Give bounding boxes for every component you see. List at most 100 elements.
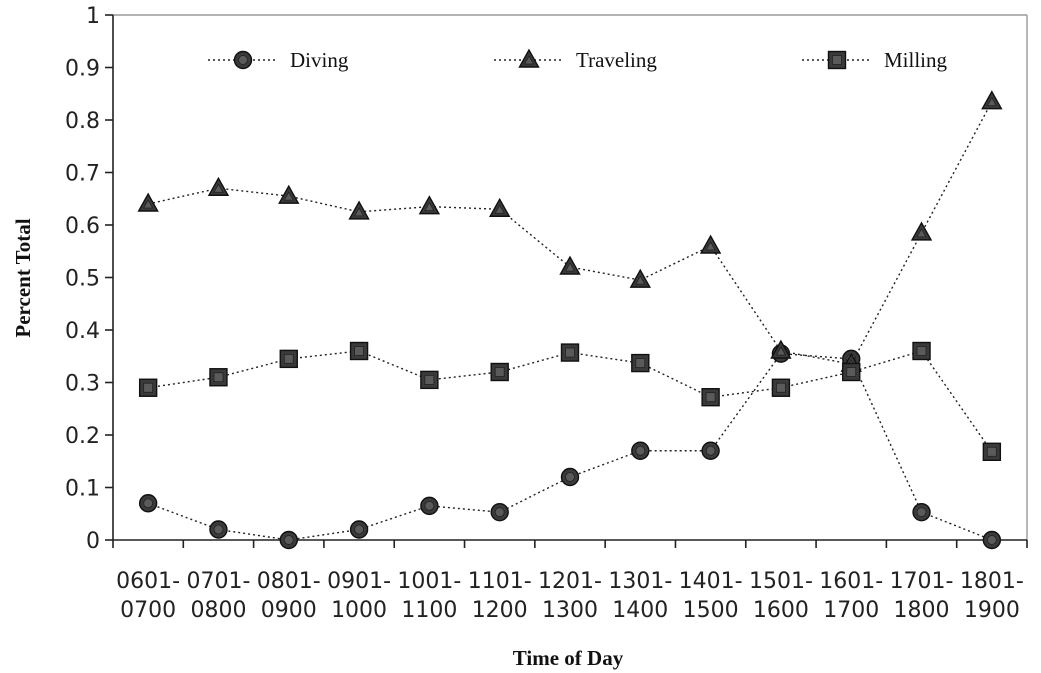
- data-point-milling: [771, 378, 791, 397]
- marker-square-inner: [283, 353, 294, 364]
- series-traveling: [137, 90, 1003, 372]
- marker-circle-inner: [354, 524, 364, 535]
- x-tick-label: 1200: [472, 598, 528, 623]
- marker-circle-inner: [565, 472, 575, 482]
- marker-circle-inner: [635, 445, 646, 456]
- data-point-traveling: [910, 221, 933, 241]
- x-tick-label: 1000: [331, 598, 387, 623]
- data-point-traveling: [770, 339, 792, 359]
- data-point-milling: [842, 362, 861, 382]
- marker-triangle-inner: [424, 201, 435, 212]
- marker-triangle-inner: [494, 204, 505, 214]
- x-tick-label: 1400: [612, 598, 668, 623]
- x-tick-label: 1600: [753, 598, 809, 623]
- legend-marker-traveling: [518, 48, 540, 68]
- y-tick-label: 0.5: [65, 267, 100, 292]
- marker-circle-inner: [213, 524, 224, 535]
- data-point-traveling: [278, 184, 300, 204]
- data-point-milling: [490, 362, 509, 382]
- data-point-milling: [560, 343, 580, 362]
- marker-triangle-inner: [986, 96, 998, 107]
- legend-label-milling: Milling: [884, 48, 948, 72]
- series-line-traveling: [148, 101, 993, 365]
- marker-triangle-inner: [775, 346, 787, 356]
- data-point-diving: [982, 530, 1002, 550]
- data-point-milling: [349, 341, 369, 361]
- x-tick-label: 0601-: [116, 569, 180, 594]
- data-point-milling: [138, 378, 158, 397]
- data-point-diving: [560, 467, 580, 487]
- x-tick-label: 1300: [542, 598, 598, 623]
- marker-triangle-inner: [283, 191, 294, 201]
- data-point-traveling: [981, 90, 1003, 110]
- x-tick-label: 0900: [261, 598, 317, 623]
- legend-item-diving: Diving: [208, 48, 349, 72]
- data-point-diving: [701, 441, 720, 460]
- x-tick-label: 1401-: [679, 569, 743, 594]
- data-point-diving: [349, 520, 369, 539]
- legend-item-milling: Milling: [802, 48, 948, 72]
- legend: Diving Traveling Milling: [208, 48, 948, 72]
- data-point-milling: [420, 370, 439, 390]
- x-tick-label: 0801-: [257, 569, 321, 594]
- x-tick-label: 1601-: [819, 569, 883, 594]
- marker-square-inner: [832, 55, 842, 65]
- marker-square-inner: [705, 392, 716, 403]
- x-tick-label: 0800: [190, 598, 246, 623]
- data-point-milling: [912, 341, 931, 361]
- data-point-traveling: [699, 234, 722, 254]
- series-layer: [137, 90, 1003, 550]
- legend-marker-diving: [233, 50, 253, 70]
- data-point-traveling: [137, 192, 159, 212]
- marker-circle-inner: [143, 498, 154, 509]
- data-point-milling: [631, 353, 650, 373]
- x-tick-label: 1301-: [608, 569, 672, 594]
- data-point-traveling: [418, 195, 441, 215]
- y-tick-label: 0: [86, 529, 100, 554]
- legend-label-diving: Diving: [290, 48, 349, 72]
- y-axis-title: Percent Total: [11, 218, 35, 337]
- legend-label-traveling: Traveling: [576, 48, 657, 72]
- marker-square-inner: [424, 374, 435, 385]
- marker-triangle-inner: [564, 262, 576, 272]
- marker-square-inner: [213, 372, 224, 383]
- x-axis: 0601- 0700 0701- 0800 0801- 0900 0901- 1000 1001…: [112, 539, 1028, 623]
- marker-square-inner: [494, 367, 505, 377]
- legend-item-traveling: Traveling: [494, 48, 657, 72]
- marker-square-inner: [565, 347, 575, 358]
- x-tick-label: 1800: [894, 598, 950, 623]
- x-tick-label: 1100: [401, 598, 457, 623]
- data-point-diving: [420, 496, 439, 516]
- data-point-diving: [912, 502, 931, 522]
- y-tick-label: 0.4: [65, 319, 100, 344]
- marker-triangle-inner: [213, 183, 224, 193]
- marker-square-inner: [846, 367, 857, 377]
- x-tick-label: 1801-: [960, 569, 1024, 594]
- data-point-traveling: [488, 197, 511, 217]
- y-tick-label: 0.2: [65, 424, 100, 449]
- y-tick-label: 0.8: [65, 109, 100, 134]
- plot-frame: [113, 14, 1028, 540]
- data-point-traveling: [559, 255, 581, 275]
- marker-circle-inner: [916, 507, 927, 518]
- marker-circle-inner: [494, 507, 505, 518]
- marker-square-inner: [354, 346, 364, 356]
- data-point-milling: [279, 349, 298, 369]
- x-tick-label: 0701-: [186, 569, 250, 594]
- x-tick-label: 1101-: [468, 569, 532, 594]
- marker-triangle-inner: [705, 241, 716, 251]
- x-tick-label: 0700: [120, 598, 176, 623]
- marker-circle-inner: [705, 445, 716, 456]
- marker-square-inner: [143, 382, 154, 393]
- x-tick-label: 1701-: [890, 569, 954, 594]
- marker-square-inner: [776, 382, 786, 393]
- data-point-diving: [138, 494, 158, 513]
- y-axis: 0 0.1 0.2 0.3 0.4 0.5 0.6 0.7 0.8 0.9 1: [65, 4, 114, 554]
- data-point-diving: [631, 441, 650, 460]
- x-tick-label: 1201-: [538, 569, 602, 594]
- marker-square-inner: [986, 446, 997, 457]
- series-line-diving: [147, 352, 993, 541]
- data-point-milling: [982, 442, 1002, 461]
- x-axis-title: Time of Day: [513, 646, 624, 670]
